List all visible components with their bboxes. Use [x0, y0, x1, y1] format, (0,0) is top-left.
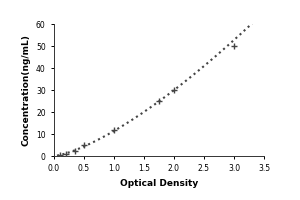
Y-axis label: Concentration(ng/mL): Concentration(ng/mL) [21, 34, 30, 146]
X-axis label: Optical Density: Optical Density [120, 179, 198, 188]
